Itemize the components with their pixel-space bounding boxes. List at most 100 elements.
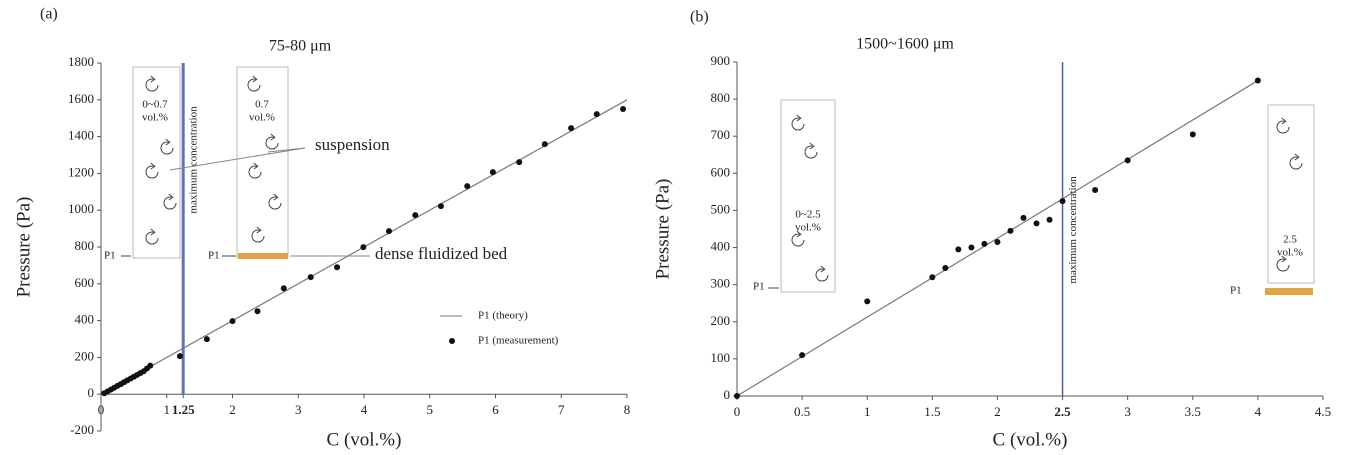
x-tick-label: 4 [1255, 404, 1262, 419]
y-tick-label: 900 [711, 53, 731, 68]
arrow-head [165, 138, 171, 146]
x-tick-label: 1 [864, 404, 871, 419]
panel-label: (a) [40, 6, 58, 23]
x-tick-label: 7 [558, 402, 565, 417]
legend-label: P1 (theory) [478, 310, 528, 322]
circular-arrow [1276, 258, 1290, 272]
y-tick-label: 600 [711, 164, 731, 179]
x-tick-label: 3 [295, 402, 302, 417]
arrow-head [1281, 117, 1287, 125]
max-concentration-label: maximum concentration [1067, 176, 1079, 284]
max-concentration-label: maximum concentration [188, 106, 200, 214]
measurement-point [516, 159, 523, 166]
y-tick-label: 300 [711, 276, 731, 291]
y-tick-label: 700 [711, 127, 731, 142]
circular-arrow [251, 229, 265, 243]
measurement-point [203, 336, 210, 343]
y-tick-label: 0 [88, 385, 95, 400]
x-tick-label: 2 [994, 404, 1001, 419]
measurement-point [254, 308, 261, 315]
x-tick-label: 4.5 [1315, 404, 1331, 419]
x-tick-label: 1.5 [924, 404, 940, 419]
arrow-head [796, 114, 802, 122]
circular-arrow [1276, 120, 1290, 134]
chart-title: 1500~1600 μm [856, 36, 954, 53]
measurement-point [437, 203, 444, 210]
dense-bed [238, 253, 288, 259]
x-tick-label: 2 [229, 402, 236, 417]
leader-line [267, 147, 306, 153]
annotation: vol.% [142, 112, 168, 124]
y-tick-label: 1000 [68, 201, 94, 216]
measurement-point [1189, 131, 1196, 138]
measurement-point [620, 106, 627, 112]
circular-arrow [265, 136, 279, 150]
measurement-point [464, 183, 471, 190]
annotation: vol.% [249, 112, 275, 124]
annotation: vol.% [1277, 247, 1303, 259]
arrow-head [270, 133, 276, 141]
circular-arrow [791, 117, 805, 131]
measurement-point [1020, 214, 1027, 221]
measurement-point [968, 244, 975, 251]
measurement-point [929, 274, 936, 281]
arrow-head [273, 193, 279, 201]
x-tick-label: 3.5 [1185, 404, 1201, 419]
measurement-point [541, 141, 548, 148]
measurement-point [280, 285, 287, 292]
x-tick-label: 8 [624, 402, 631, 417]
arrow-head [256, 226, 262, 234]
y-tick-label: 1400 [68, 128, 94, 143]
x-tick-label: 6 [492, 402, 499, 417]
measurement-point [1092, 187, 1099, 194]
x-tick-label: 0 [734, 404, 741, 419]
circular-arrow [145, 231, 159, 245]
circular-arrow [145, 78, 159, 92]
annotation: 0~0.7 [142, 99, 168, 111]
legend-label: P1 (measurement) [478, 335, 559, 347]
measurement-point [1046, 216, 1053, 223]
arrow-head [1294, 153, 1300, 161]
annotation: P1 [208, 250, 220, 262]
y-tick-label: -200 [70, 422, 94, 437]
circular-arrow [804, 145, 818, 159]
arrow-head [150, 162, 156, 170]
arrow-head [150, 228, 156, 236]
x-tick-label: 0.5 [794, 404, 810, 419]
x-tick-label: 3 [1124, 404, 1131, 419]
dense-bed [1265, 288, 1313, 295]
annotation: P1 [1230, 285, 1242, 297]
y-tick-label: 1600 [68, 91, 94, 106]
measurement-point [412, 212, 419, 219]
annotation: 0.7 [255, 99, 269, 111]
arrow-head [796, 230, 802, 238]
y-tick-label: 600 [75, 275, 95, 290]
annotation: vol.% [795, 222, 821, 234]
y-tick-label: 100 [711, 350, 731, 365]
measurement-point [942, 264, 949, 271]
arrow-head [168, 193, 174, 201]
y-tick-label: 200 [75, 348, 95, 363]
x-axis-label: C (vol.%) [327, 429, 402, 450]
y-tick-label: 0 [724, 387, 731, 402]
circular-arrow [248, 165, 262, 179]
legend-dot [449, 338, 455, 344]
measurement-point [1059, 198, 1066, 205]
y-tick-label: 800 [711, 90, 731, 105]
measurement-point [334, 264, 341, 271]
measurement-point [568, 125, 575, 132]
column-box [132, 66, 181, 259]
arrow-head [253, 162, 259, 170]
y-tick-label: 800 [75, 238, 95, 253]
x-tick-label: 1.25 [172, 402, 195, 417]
measurement-point [593, 111, 600, 118]
measurement-point [864, 298, 871, 305]
x-tick-label: 0 [98, 402, 105, 417]
circular-arrow [268, 196, 282, 210]
column-box [236, 66, 289, 259]
circular-arrow [163, 196, 177, 210]
column-box [780, 99, 836, 293]
measurement-point [981, 240, 988, 247]
circular-arrow [145, 165, 159, 179]
measurement-point [1033, 220, 1040, 227]
